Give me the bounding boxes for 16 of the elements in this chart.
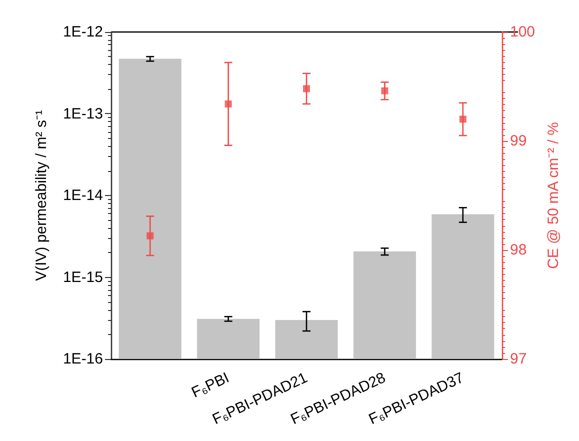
point xyxy=(146,232,154,240)
y-tick-label: 1E-15 xyxy=(62,268,103,286)
point xyxy=(224,100,232,108)
y-tick-label: 1E-13 xyxy=(62,105,103,122)
point xyxy=(303,85,310,92)
point xyxy=(381,87,388,94)
y2-tick-label: 98 xyxy=(510,242,527,258)
point xyxy=(459,116,466,123)
y-tick-label: 1E-16 xyxy=(62,350,103,368)
y-tick-label: 1E-12 xyxy=(62,24,103,40)
y2-tick-label: 99 xyxy=(510,132,527,150)
y-tick-label: 1E-14 xyxy=(62,187,103,204)
y2-tick-label: 100 xyxy=(510,24,536,40)
y2-tick-label: 97 xyxy=(510,350,527,368)
y-axis-title: V(IV) permeability / m² s⁻¹ xyxy=(33,110,50,281)
y2-axis-title: CE @ 50 mA cm⁻² / % xyxy=(544,122,562,269)
